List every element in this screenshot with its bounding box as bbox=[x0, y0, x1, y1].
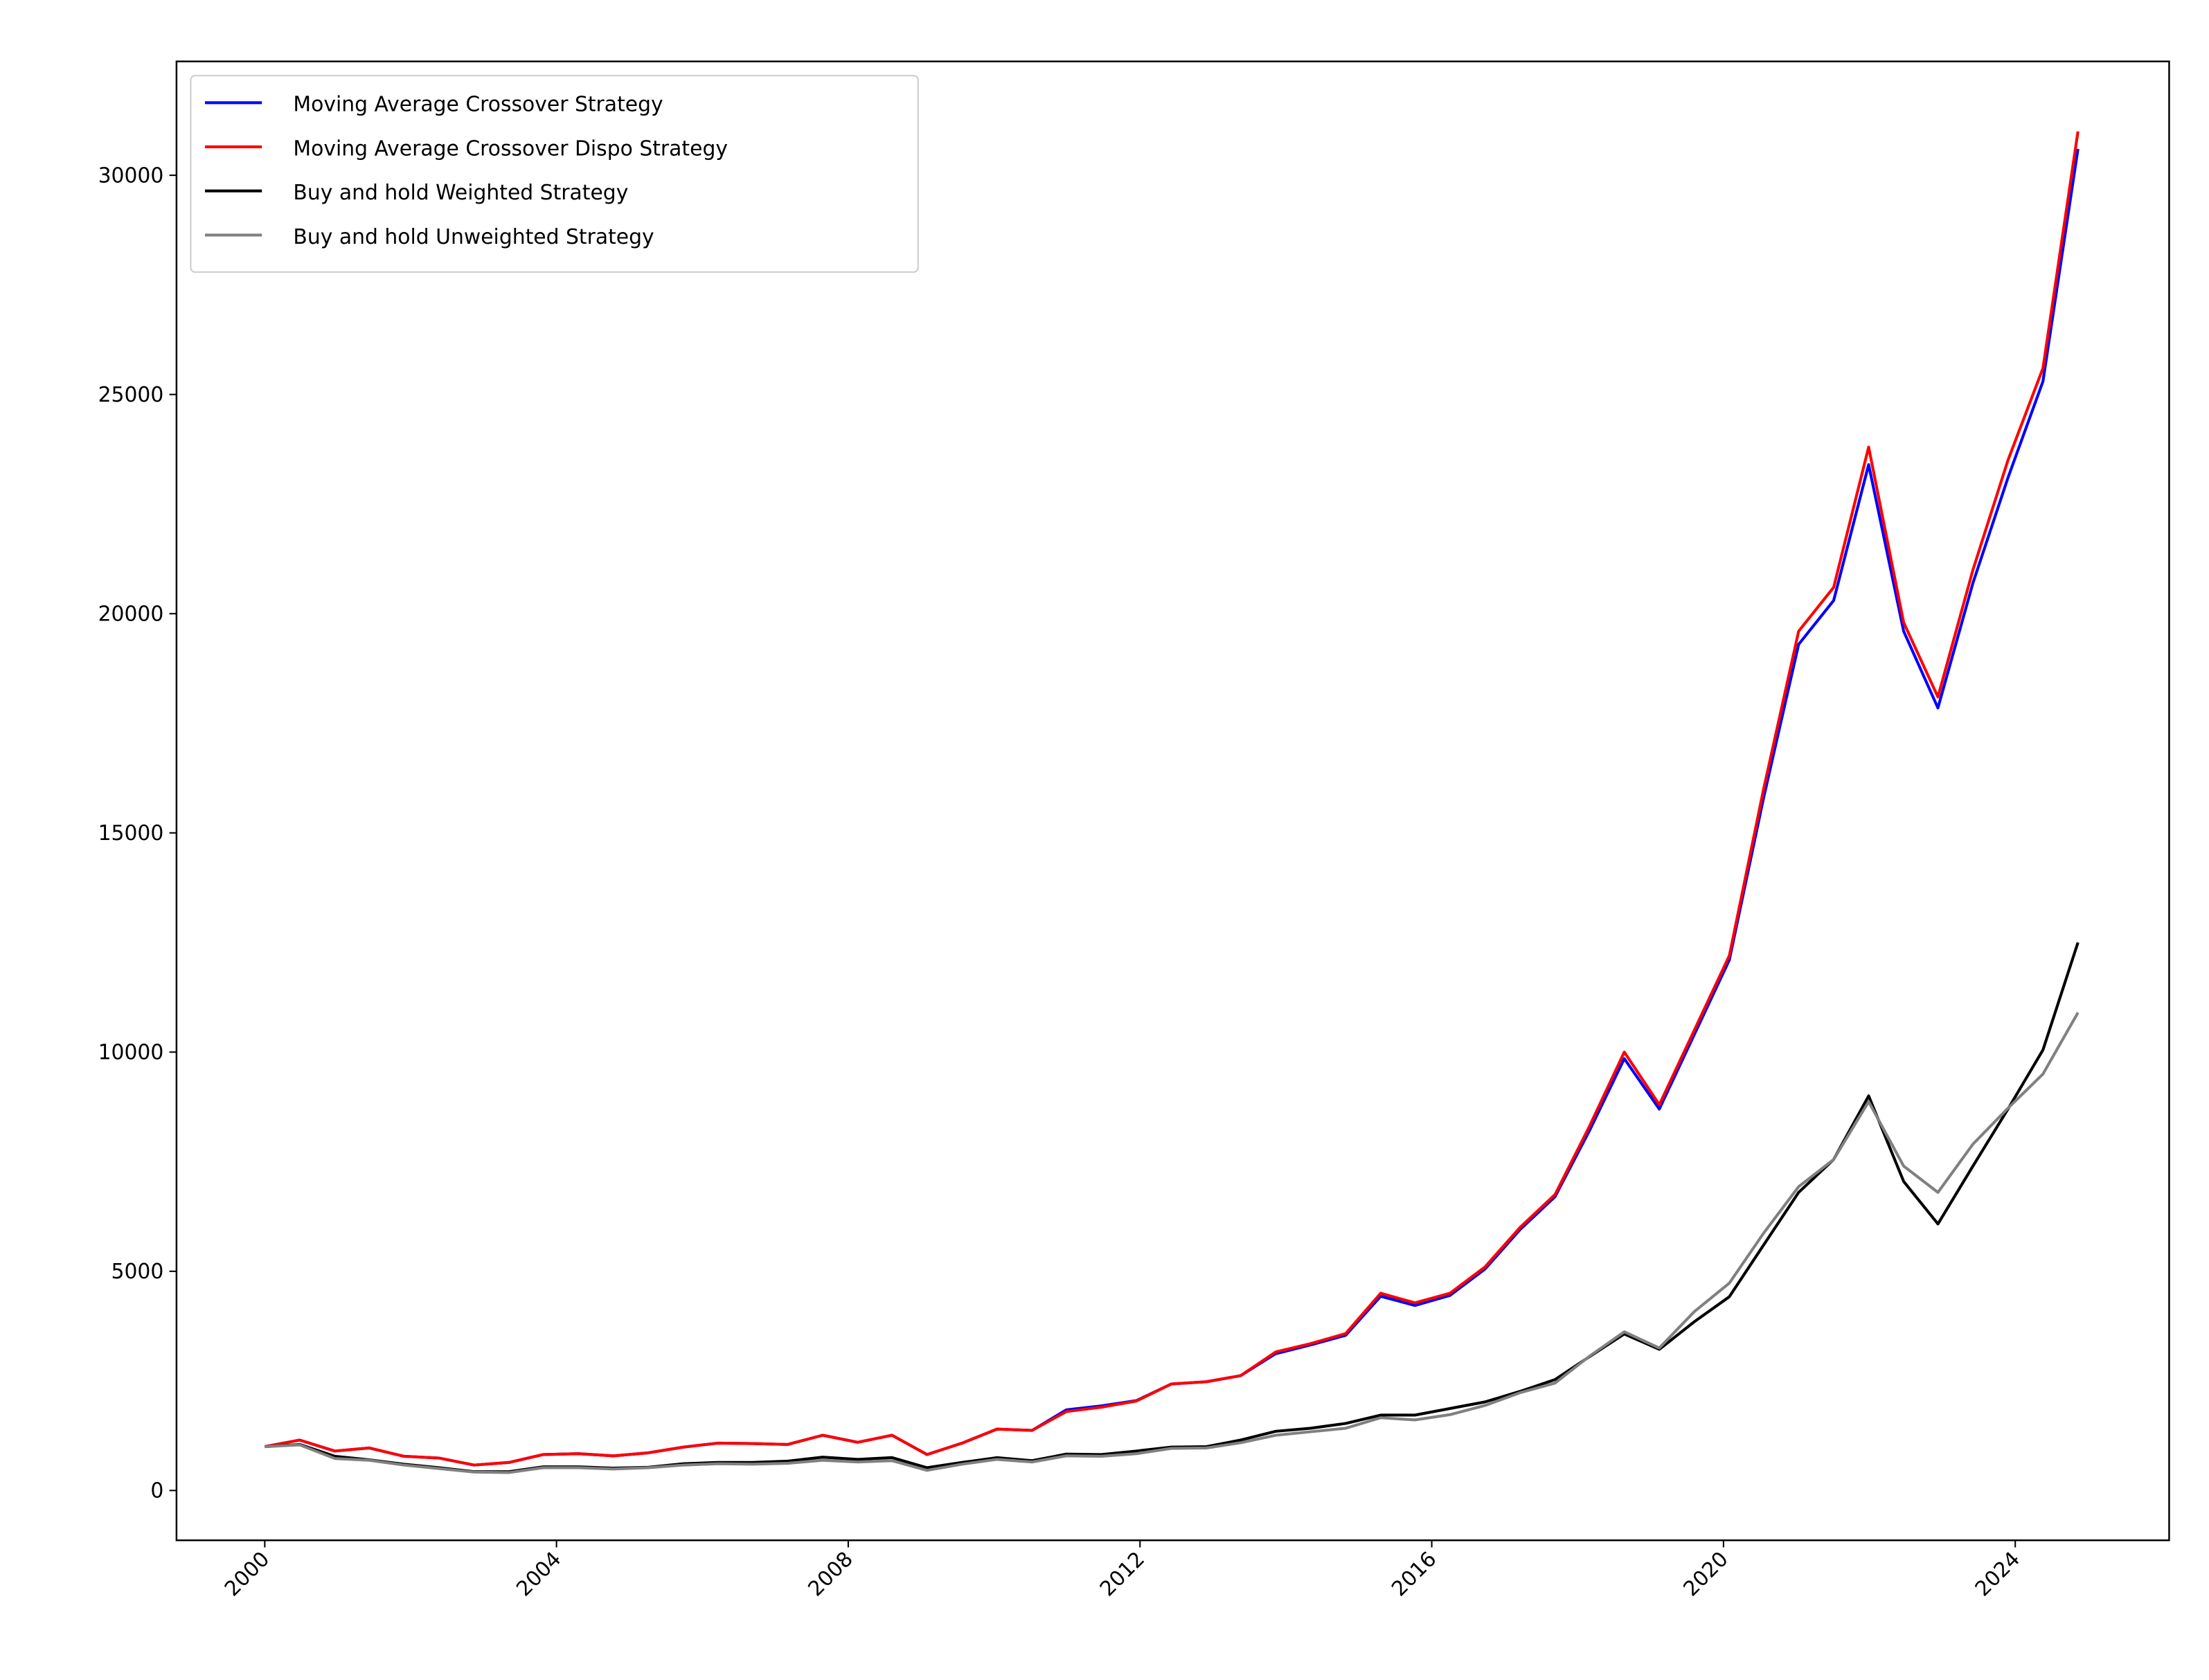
y-tick-label: 10000 bbox=[98, 1041, 164, 1065]
y-tick-label: 0 bbox=[150, 1479, 163, 1503]
legend-label: Moving Average Crossover Dispo Strategy bbox=[293, 136, 728, 161]
x-tick-label: 2024 bbox=[1971, 1547, 2025, 1601]
series-line bbox=[265, 942, 2080, 1474]
y-tick-label: 25000 bbox=[98, 383, 164, 407]
x-tick-label: 2012 bbox=[1095, 1547, 1150, 1601]
x-tick-label: 2004 bbox=[512, 1547, 566, 1601]
legend-label: Moving Average Crossover Strategy bbox=[293, 93, 663, 117]
y-tick-label: 5000 bbox=[111, 1260, 164, 1284]
series-line bbox=[264, 148, 2080, 1467]
series-line bbox=[265, 1012, 2080, 1474]
plot-frame bbox=[175, 60, 2170, 1542]
x-tick-label: 2000 bbox=[220, 1547, 274, 1601]
x-tick-label: 2008 bbox=[803, 1547, 857, 1601]
legend-label: Buy and hold Weighted Strategy bbox=[293, 181, 628, 205]
y-tick-label: 15000 bbox=[98, 821, 164, 846]
y-tick-label: 30000 bbox=[98, 163, 164, 188]
x-tick-label: 2016 bbox=[1387, 1547, 1441, 1601]
series-line bbox=[264, 131, 2080, 1467]
x-tick-label: 2020 bbox=[1679, 1547, 1733, 1601]
legend-box bbox=[190, 75, 919, 273]
y-tick-label: 20000 bbox=[98, 602, 164, 626]
legend-label: Buy and hold Unweighted Strategy bbox=[293, 225, 654, 249]
